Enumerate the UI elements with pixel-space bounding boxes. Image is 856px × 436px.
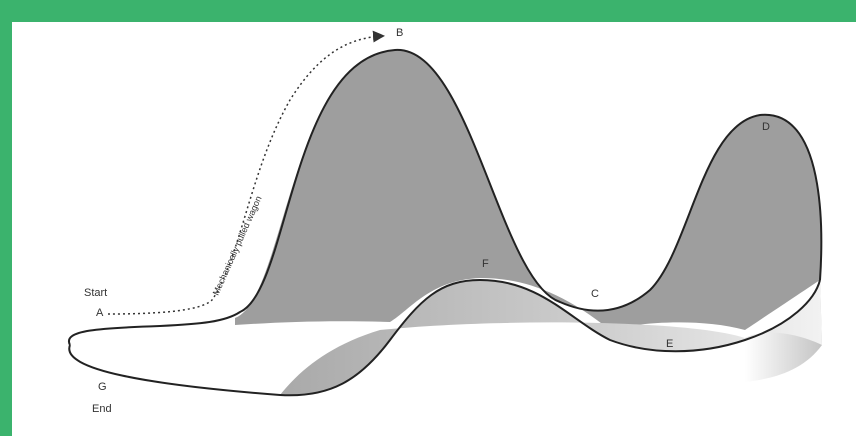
diagram: Start A B C D E F G End Mechanically pul… xyxy=(0,0,856,436)
label-g: G xyxy=(98,381,107,393)
label-end: End xyxy=(92,403,112,415)
label-a: A xyxy=(96,307,104,319)
label-d: D xyxy=(762,121,770,133)
label-c: C xyxy=(591,288,599,300)
label-f: F xyxy=(482,258,489,270)
label-b: B xyxy=(396,27,403,39)
label-e: E xyxy=(666,338,673,350)
label-start: Start xyxy=(84,287,107,299)
